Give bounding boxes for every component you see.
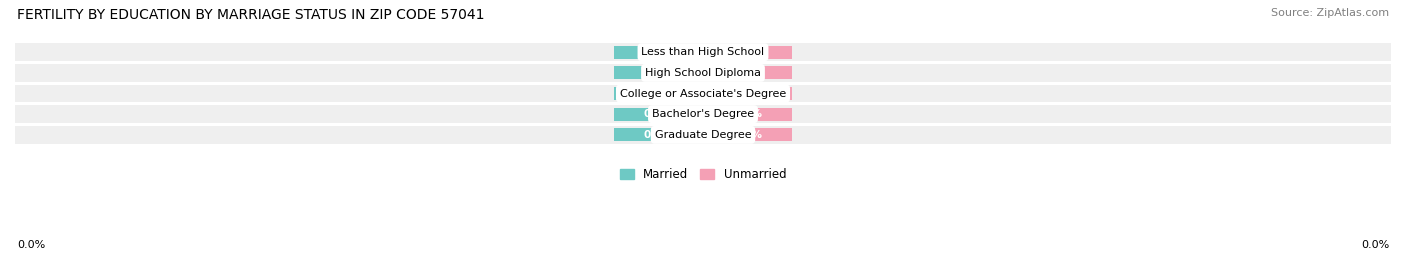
Text: 0.0%: 0.0%: [644, 89, 673, 98]
Bar: [703, 108, 793, 121]
Bar: [15, 64, 1391, 82]
Bar: [703, 87, 793, 100]
Text: High School Diploma: High School Diploma: [645, 68, 761, 78]
Text: 0.0%: 0.0%: [1361, 240, 1389, 250]
Bar: [703, 128, 793, 141]
Text: FERTILITY BY EDUCATION BY MARRIAGE STATUS IN ZIP CODE 57041: FERTILITY BY EDUCATION BY MARRIAGE STATU…: [17, 8, 485, 22]
Bar: [613, 46, 703, 59]
Bar: [613, 66, 703, 79]
Text: 0.0%: 0.0%: [733, 68, 762, 78]
Bar: [703, 46, 793, 59]
Text: 0.0%: 0.0%: [17, 240, 45, 250]
Bar: [613, 87, 703, 100]
Bar: [613, 128, 703, 141]
Text: 0.0%: 0.0%: [644, 68, 673, 78]
Text: Bachelor's Degree: Bachelor's Degree: [652, 109, 754, 119]
Bar: [15, 44, 1391, 61]
Text: College or Associate's Degree: College or Associate's Degree: [620, 89, 786, 98]
Bar: [15, 105, 1391, 123]
Text: Source: ZipAtlas.com: Source: ZipAtlas.com: [1271, 8, 1389, 18]
Text: Graduate Degree: Graduate Degree: [655, 130, 751, 140]
Text: 0.0%: 0.0%: [733, 130, 762, 140]
Text: 0.0%: 0.0%: [733, 89, 762, 98]
Bar: [15, 85, 1391, 102]
Text: Less than High School: Less than High School: [641, 47, 765, 57]
Text: 0.0%: 0.0%: [644, 47, 673, 57]
Text: 0.0%: 0.0%: [644, 130, 673, 140]
Bar: [613, 108, 703, 121]
Bar: [15, 126, 1391, 144]
Text: 0.0%: 0.0%: [733, 47, 762, 57]
Bar: [703, 66, 793, 79]
Text: 0.0%: 0.0%: [644, 109, 673, 119]
Legend: Married, Unmarried: Married, Unmarried: [614, 163, 792, 186]
Text: 0.0%: 0.0%: [733, 109, 762, 119]
